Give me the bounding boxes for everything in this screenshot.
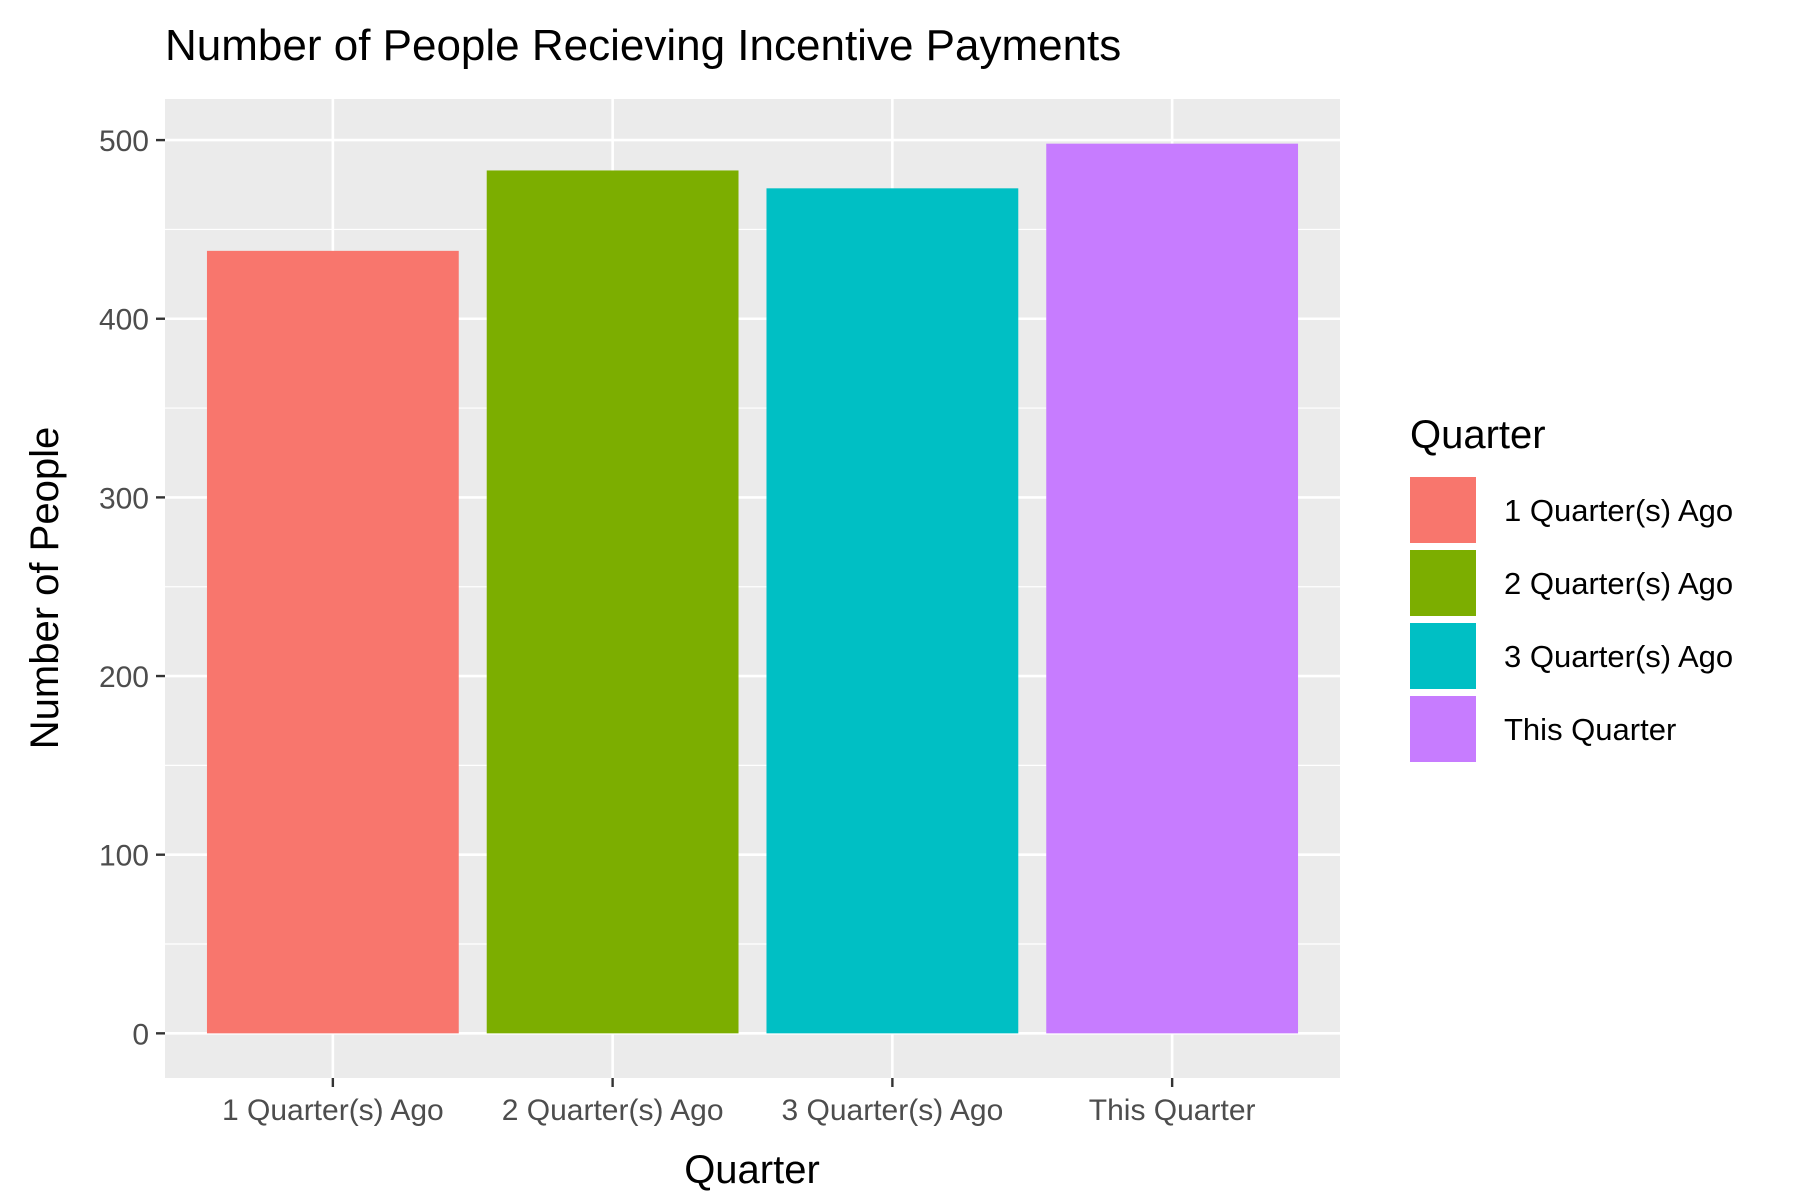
y-tick-label: 0 xyxy=(132,1018,149,1051)
bars xyxy=(206,143,1299,1034)
legend-title: Quarter xyxy=(1410,413,1546,457)
y-tick-label: 400 xyxy=(99,304,149,337)
bar xyxy=(486,170,739,1034)
y-tick-label: 100 xyxy=(99,840,149,873)
bar xyxy=(206,250,459,1034)
y-tick-label: 500 xyxy=(99,125,149,158)
bar xyxy=(766,188,1019,1034)
legend-label: 2 Quarter(s) Ago xyxy=(1504,566,1733,601)
legend-key xyxy=(1410,623,1476,689)
bar xyxy=(1046,143,1299,1034)
x-tick-label: This Quarter xyxy=(1089,1094,1256,1127)
y-axis-title: Number of People xyxy=(23,427,67,749)
y-tick-label: 200 xyxy=(99,661,149,694)
legend-key xyxy=(1410,550,1476,616)
legend: Quarter 1 Quarter(s) Ago 2 Quarter(s) Ago… xyxy=(1410,413,1733,762)
legend-items: 1 Quarter(s) Ago 2 Quarter(s) Ago 3 Quarte… xyxy=(1410,477,1733,762)
x-tick-label: 2 Quarter(s) Ago xyxy=(502,1094,724,1127)
legend-key xyxy=(1410,477,1476,543)
x-tick-label: 3 Quarter(s) Ago xyxy=(781,1094,1003,1127)
legend-label: 3 Quarter(s) Ago xyxy=(1504,639,1733,674)
x-axis: 1 Quarter(s) Ago 2 Quarter(s) Ago 3 Quarte… xyxy=(222,1078,1256,1127)
legend-key xyxy=(1410,696,1476,762)
legend-label: This Quarter xyxy=(1504,712,1676,747)
x-axis-title: Quarter xyxy=(684,1148,820,1192)
y-tick-label: 300 xyxy=(99,482,149,515)
legend-label: 1 Quarter(s) Ago xyxy=(1504,493,1733,528)
chart-title: Number of People Recieving Incentive Pay… xyxy=(165,21,1121,70)
x-tick-label: 1 Quarter(s) Ago xyxy=(222,1094,444,1127)
y-axis: 0 100 200 300 400 500 xyxy=(99,125,165,1051)
